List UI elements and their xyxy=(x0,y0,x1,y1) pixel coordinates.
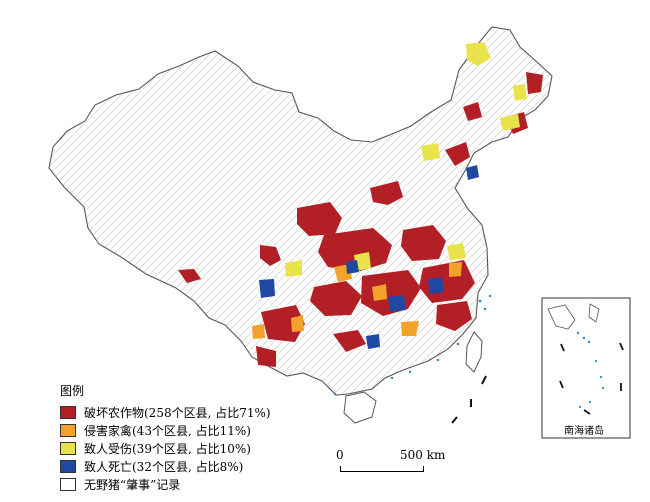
scale-distance-label: 500 km xyxy=(400,448,446,462)
crop-damage-region xyxy=(370,181,403,205)
inset-coast xyxy=(547,304,576,330)
island-dot xyxy=(488,294,492,298)
south-china-sea-inset xyxy=(547,303,624,415)
no-record-swatch xyxy=(60,477,76,491)
legend-item-injury: 致人受伤(39个区县, 占比10%) xyxy=(60,439,330,457)
scale-zero-label: 0 xyxy=(336,448,344,462)
injury-region xyxy=(354,252,371,271)
island-dot xyxy=(390,376,394,380)
inset-island xyxy=(576,331,580,335)
death-swatch xyxy=(60,459,76,473)
death-region xyxy=(366,334,380,349)
crop-damage-region xyxy=(178,269,201,283)
crop-damage-region xyxy=(261,305,305,342)
crop-damage-region xyxy=(333,330,366,352)
crop-damage-region xyxy=(310,281,362,316)
crop-damage-region xyxy=(463,102,482,121)
poultry-damage-region xyxy=(252,324,265,339)
inset-dash xyxy=(559,380,564,389)
inset-island xyxy=(601,386,605,390)
legend-item-death: 致人死亡(32个区县, 占比8%) xyxy=(60,457,330,475)
legend: 图例 破坏农作物(258个区县, 占比71%) 侵害家禽(43个区县, 占比11… xyxy=(60,382,330,493)
injury-region xyxy=(500,114,520,131)
inset-label: 南海诸岛 xyxy=(564,426,604,437)
legend-label: 破坏农作物(258个区县, 占比71%) xyxy=(84,405,271,420)
scale-line xyxy=(340,466,424,472)
legend-title: 图例 xyxy=(60,384,85,398)
taiwan-island xyxy=(465,331,483,373)
crop-damage-region xyxy=(318,228,392,271)
poultry-damage-region xyxy=(449,262,462,277)
crop-damage-region xyxy=(260,245,281,266)
island-dot xyxy=(456,342,460,346)
island-dot xyxy=(436,358,440,362)
island-dot xyxy=(408,370,412,374)
legend-label: 无野猪“肇事”记录 xyxy=(84,477,181,492)
crop-damage-region xyxy=(256,346,276,367)
scale-bar: 0 500 km xyxy=(336,448,456,476)
death-region xyxy=(428,277,444,294)
injury-region xyxy=(447,243,466,260)
damage-regions xyxy=(178,42,543,367)
south-china-sea-dashes xyxy=(451,375,487,424)
death-region xyxy=(466,165,479,180)
injury-region xyxy=(466,42,491,66)
island-dot xyxy=(478,299,482,303)
crop-damage-region xyxy=(401,225,446,261)
crop-damage-region xyxy=(436,301,472,331)
legend-item-poultry-damage: 侵害家禽(43个区县, 占比11%) xyxy=(60,421,330,439)
island-dot xyxy=(483,307,487,311)
inset-island xyxy=(599,375,603,379)
crop-damage-region xyxy=(526,72,543,94)
death-region xyxy=(388,295,406,312)
inset-dash xyxy=(560,343,565,352)
death-region xyxy=(259,279,275,298)
poultry-damage-swatch xyxy=(60,423,76,437)
legend-item-crop-damage: 破坏农作物(258个区县, 占比71%) xyxy=(60,403,330,421)
crop-damage-region xyxy=(361,270,421,316)
injury-region xyxy=(285,260,302,277)
death-region xyxy=(346,260,359,274)
inset-island xyxy=(588,400,592,404)
poultry-damage-region xyxy=(291,315,304,332)
boundary-dash xyxy=(451,416,458,424)
island-dot xyxy=(333,392,337,396)
inset-dash xyxy=(619,342,624,351)
inset-dash xyxy=(583,409,591,415)
legend-label: 致人受伤(39个区县, 占比10%) xyxy=(84,441,251,456)
coastal-islands xyxy=(333,294,492,396)
injury-region xyxy=(513,84,527,101)
boundary-dash xyxy=(481,375,487,385)
inset-island xyxy=(582,336,586,340)
legend-label: 侵害家禽(43个区县, 占比11%) xyxy=(84,423,251,438)
crop-damage-region xyxy=(297,202,342,236)
crop-damage-region xyxy=(445,142,470,166)
inset-island xyxy=(587,340,591,344)
legend-label: 致人死亡(32个区县, 占比8%) xyxy=(84,459,244,474)
inset-island xyxy=(594,359,598,363)
injury-swatch xyxy=(60,441,76,455)
inset-island xyxy=(578,405,582,409)
poultry-damage-region xyxy=(401,321,419,336)
poultry-damage-region xyxy=(372,284,387,301)
hainan-island xyxy=(343,391,377,424)
crop-damage-swatch xyxy=(60,405,76,419)
legend-item-no-record: 无野猪“肇事”记录 xyxy=(60,475,330,493)
injury-region xyxy=(421,143,440,161)
inset-coast xyxy=(588,303,600,323)
